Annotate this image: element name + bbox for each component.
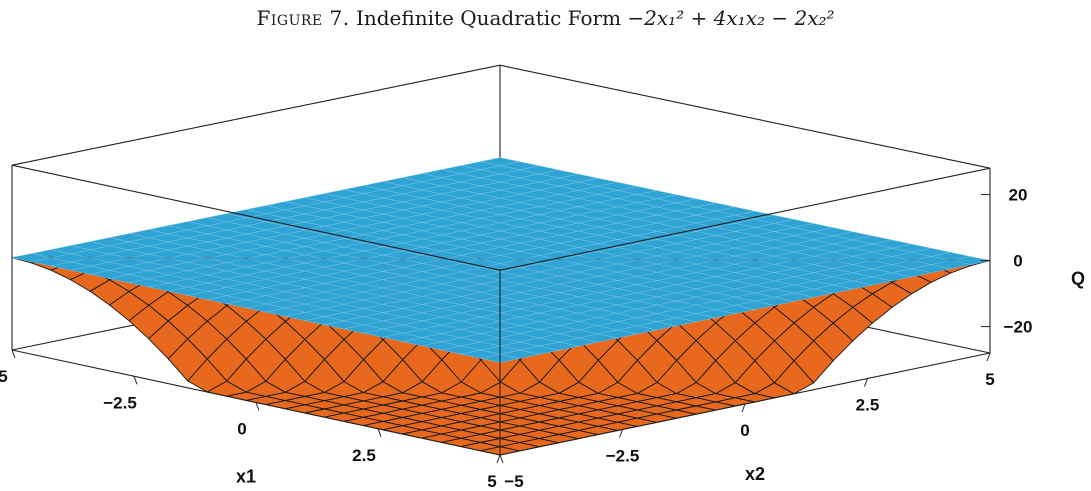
- x2-tick-label: 5: [985, 370, 994, 389]
- x2-tick-mark: [864, 378, 868, 387]
- x2-axis-label: x2: [745, 464, 765, 484]
- z-tick-label: 0: [1013, 252, 1022, 271]
- figure-caption: Figure 7. Indefinite Quadratic Form −2x₁…: [0, 6, 1091, 30]
- x2-tick-label: 0: [740, 421, 749, 440]
- x1-tick-mark: [255, 402, 260, 411]
- x2-tick-mark: [986, 352, 991, 362]
- x1-axis-label: x1: [236, 467, 256, 487]
- box-edge: [11, 164, 501, 271]
- box-edge: [499, 64, 991, 169]
- box-edge: [11, 64, 501, 166]
- x1-tick-label: 5: [487, 472, 496, 491]
- x1-tick-label: −2.5: [103, 393, 137, 412]
- x1-tick-label: −5: [0, 367, 8, 386]
- figure-formula: −2x₁² + 4x₁x₂ − 2x₂²: [627, 6, 835, 30]
- x1-tick-label: 2.5: [352, 446, 376, 465]
- x1-tick-mark: [377, 428, 382, 437]
- surfaces: [11, 157, 991, 456]
- z-axis-label: Q: [1071, 269, 1085, 289]
- axis-labels: x1 x2 Q: [236, 269, 1085, 487]
- x1-tick-mark: [11, 349, 16, 359]
- axis-ticks: −5 −2.5 0 2.5 5 −5 −2.5 0 2.5 5 20 0 −20: [0, 186, 1032, 491]
- x1-tick-mark: [133, 376, 138, 385]
- x1-tick-label: 0: [237, 420, 246, 439]
- x2-tick-mark: [619, 429, 623, 438]
- x1-tick-mark: [499, 454, 504, 464]
- figure-title: Indefinite Quadratic Form: [355, 6, 622, 30]
- box-edge: [499, 167, 991, 271]
- x2-tick-mark: [496, 454, 501, 464]
- figure-label: Figure 7.: [256, 6, 350, 30]
- x2-tick-label: 2.5: [856, 396, 880, 415]
- x2-tick-mark: [741, 403, 746, 413]
- z-tick-label: 20: [1009, 186, 1028, 205]
- x2-tick-label: −2.5: [606, 447, 640, 466]
- x2-tick-label: −5: [504, 472, 523, 491]
- z-tick-label: −20: [1004, 318, 1033, 337]
